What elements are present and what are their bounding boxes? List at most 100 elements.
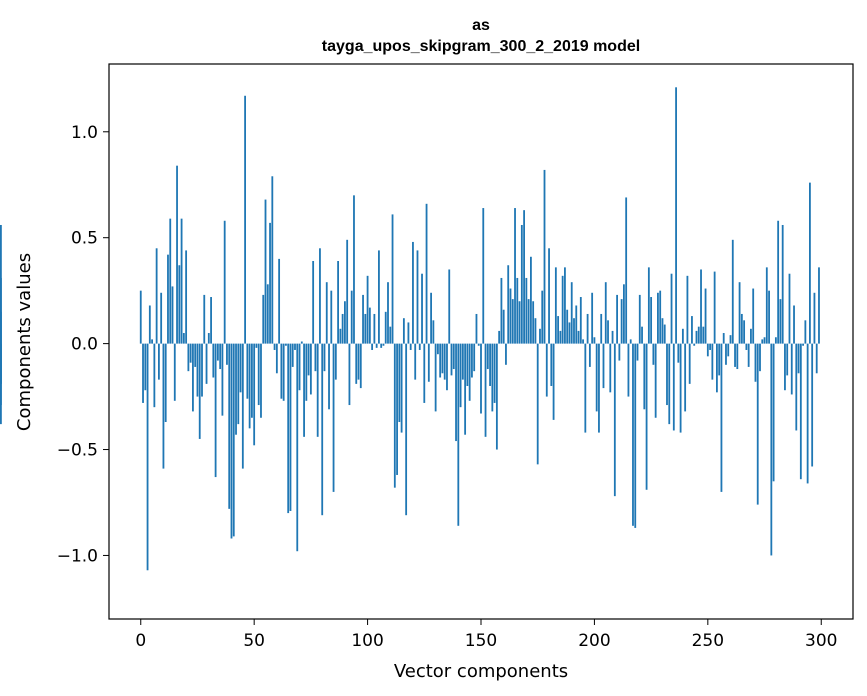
bar-78 — [316, 343, 319, 437]
bar-185 — [559, 330, 562, 344]
bar-33 — [214, 343, 217, 478]
bar-17 — [178, 265, 181, 344]
bar-101 — [368, 307, 371, 344]
bar-87 — [337, 261, 339, 344]
bar-22 — [189, 343, 192, 363]
bar-251 — [709, 343, 711, 350]
bar-269 — [750, 328, 752, 344]
bar-201 — [595, 343, 598, 412]
bar-1 — [142, 343, 144, 403]
bar-96 — [357, 343, 360, 380]
bar-219 — [636, 343, 639, 361]
bar-85 — [332, 343, 335, 492]
bar-268 — [747, 343, 750, 367]
bar-238 — [679, 343, 682, 433]
bar-148 — [475, 313, 478, 344]
bar-69 — [296, 343, 299, 552]
bar-224 — [647, 267, 650, 344]
y-tick-label: 0.5 — [71, 229, 98, 249]
bar-107 — [382, 343, 385, 346]
bar-48 — [248, 343, 251, 429]
bar-134 — [443, 343, 446, 380]
bar-253 — [713, 271, 716, 344]
bar-70 — [298, 343, 301, 391]
bar-231 — [663, 324, 666, 344]
bar-86 — [334, 343, 337, 380]
x-tick-label: 0 — [135, 631, 146, 651]
bar-234 — [670, 273, 673, 344]
bar-271 — [754, 343, 757, 382]
x-tick-label: 50 — [243, 631, 265, 651]
bar-94 — [353, 195, 355, 344]
bar-77 — [314, 343, 317, 372]
bar-14 — [171, 286, 174, 344]
bar-248 — [702, 326, 705, 344]
bar-222 — [643, 343, 646, 410]
bar-286 — [788, 273, 791, 344]
bar-58 — [271, 176, 274, 344]
bar-245 — [695, 330, 698, 344]
bar-100 — [366, 275, 369, 344]
bar-72 — [303, 343, 305, 437]
bar-158 — [498, 330, 501, 344]
bar-108 — [384, 311, 387, 344]
bar-270 — [752, 288, 755, 344]
bar-267 — [745, 343, 748, 350]
bar-276 — [765, 267, 768, 344]
bar-216 — [629, 339, 632, 344]
bar-220 — [638, 294, 641, 344]
bar-59 — [273, 343, 276, 350]
bar-247 — [700, 269, 702, 344]
bar-266 — [743, 320, 746, 344]
bar-195 — [582, 339, 584, 344]
bar-89 — [341, 313, 344, 344]
bar-250 — [706, 343, 709, 357]
bar-95 — [355, 343, 358, 384]
bar-202 — [598, 343, 600, 433]
bar-63 — [282, 343, 285, 401]
bar-230 — [661, 318, 664, 344]
bar-215 — [627, 343, 630, 397]
bar-273 — [759, 343, 761, 372]
bar-190 — [570, 282, 573, 344]
bar-228 — [657, 292, 659, 344]
bar-168 — [520, 224, 523, 344]
bar-99 — [364, 313, 367, 344]
bar-281 — [777, 220, 780, 344]
bar-66 — [289, 343, 292, 511]
bar-39 — [228, 343, 231, 509]
x-axis: 0 50 100 150 200 250 300 — [135, 619, 837, 651]
bar-235 — [672, 343, 675, 431]
bar-21 — [187, 343, 190, 372]
bar-240 — [684, 343, 687, 412]
bar-68 — [294, 343, 296, 350]
bar-259 — [727, 343, 730, 357]
bar-298 — [815, 343, 818, 374]
bar-57 — [269, 222, 271, 344]
bar-90 — [344, 301, 346, 344]
bar-187 — [564, 267, 566, 344]
bar-192 — [575, 305, 578, 344]
bar-29 — [205, 343, 208, 384]
bar-177 — [541, 290, 544, 344]
bar-41 — [232, 343, 235, 537]
bar-264 — [738, 282, 741, 344]
y-axis-label: Components values — [14, 253, 35, 431]
chart-title: as — [472, 17, 490, 34]
bar-15 — [173, 343, 176, 401]
bar-106 — [380, 343, 383, 348]
bar-284 — [784, 343, 786, 391]
bar-172 — [530, 256, 532, 344]
bar-193 — [577, 330, 580, 344]
bar-73 — [305, 343, 308, 401]
bar-55 — [264, 199, 267, 344]
bar-136 — [448, 269, 451, 344]
bar-16 — [176, 165, 178, 344]
bar-97 — [359, 343, 362, 389]
bar-209 — [613, 343, 616, 497]
bar-127 — [427, 343, 430, 382]
bar-126 — [425, 203, 428, 344]
bar-91 — [346, 239, 349, 344]
bar-47 — [246, 343, 249, 399]
